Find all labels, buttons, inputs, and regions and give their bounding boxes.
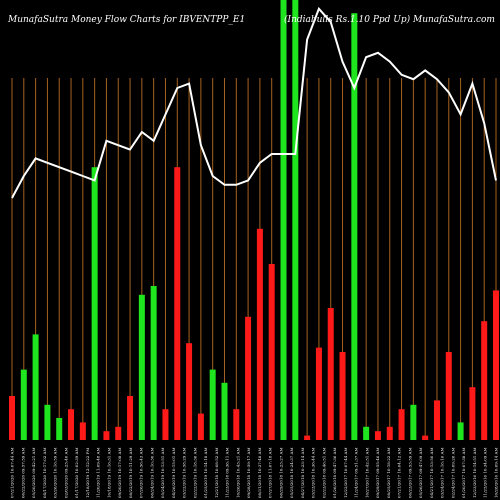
flow-bar — [221, 382, 228, 440]
flow-bar — [457, 422, 464, 440]
x-tick-label: 09/20/2019 10:17:08 AM — [117, 447, 122, 498]
x-tick-label: 07/21/2017 10:04:12 AM — [397, 447, 402, 498]
flow-bar — [327, 308, 334, 440]
flow-bar — [398, 409, 405, 440]
flow-bar — [445, 352, 452, 440]
x-tick-label: 10/28/2016 10:09:14 AM — [494, 447, 499, 498]
x-tick-label: 01/25/2019 10:14:18 AM — [203, 447, 208, 498]
x-tick-label: 12/23/2016 10:14:51 AM — [472, 447, 477, 498]
x-tick-label: 04/21/2017 10:13:50 AM — [429, 447, 434, 498]
x-tick-label: 12/21/2018 10:08:52 AM — [214, 447, 219, 498]
flow-bar — [68, 409, 75, 440]
flow-bar — [174, 167, 181, 440]
flow-bar — [127, 396, 134, 440]
chart-subtitle: (Indiabulls Rs.1.10 Ppd Up) MunafaSutra.… — [284, 14, 495, 25]
x-tick-label: 10/18/2019 10:16:31 AM — [106, 447, 111, 498]
x-tick-label: 10/26/2018 10:43:21 AM — [235, 447, 240, 498]
x-tick-label: 01/17/2020 10:02:39 AM — [74, 447, 79, 498]
money-flow-line — [11, 6, 497, 199]
flow-bar — [79, 422, 86, 440]
chart-title: MunafaSutra Money Flow Charts for IBVENT… — [7, 15, 245, 25]
flow-bar — [115, 426, 122, 440]
flow-bar — [197, 413, 204, 440]
flow-bar — [280, 0, 287, 440]
x-tick-label: 07/21/2020 10:07:44 AM — [10, 447, 15, 498]
x-tick-label: 09/29/2017 09:55:46 AM — [375, 447, 380, 498]
x-tick-label: 05/20/2020 09:42:21 AM — [31, 447, 36, 498]
x-tick-label: 08/22/2019 10:11:29 AM — [128, 447, 133, 498]
flow-bar — [363, 426, 370, 440]
flow-bar — [138, 294, 145, 440]
x-tick-label: 05/24/2019 10:13:51 AM — [160, 447, 165, 498]
flow-bar — [32, 334, 39, 440]
flow-bar — [268, 264, 275, 440]
x-tick-label: 06/22/2020 09:57:59 AM — [20, 447, 25, 498]
flow-bar — [91, 167, 98, 440]
x-tick-label: 05/26/2017 09:47:09 AM — [418, 447, 423, 498]
x-tick-label: 04/17/2020 10:17:02 AM — [42, 447, 47, 498]
flow-bar — [44, 404, 51, 440]
x-tick-label: 10/27/2017 10:42:51 AM — [364, 447, 369, 498]
x-tick-labels: 07/21/2020 10:07:44 AM 06/22/2020 09:57:5… — [10, 447, 499, 498]
flow-bar — [422, 435, 429, 440]
flow-bar — [304, 435, 311, 440]
x-tick-label: 09/28/2018 10:59:17 AM — [246, 447, 251, 498]
x-tick-label: 07/26/2019 10:56:43 AM — [139, 447, 144, 498]
flow-bar — [150, 286, 157, 440]
x-tick-label: 06/29/2018 10:23:27 AM — [278, 447, 283, 498]
x-tick-label: 02/24/2017 10:09:26 AM — [451, 447, 456, 498]
x-tick-label: 07/27/2018 11:07:18 AM — [268, 447, 273, 498]
flow-bar — [410, 404, 417, 440]
flow-bar — [245, 316, 252, 440]
x-tick-label: 06/24/2019 10:10:30 AM — [149, 447, 154, 498]
flow-bar — [256, 228, 263, 440]
x-tick-label: 05/25/2018 10:24:37 AM — [289, 447, 294, 498]
x-tick-label: 01/26/2018 09:47:36 AM — [332, 447, 337, 498]
x-tick-label: 04/27/2018 10:23:14 AM — [300, 447, 305, 498]
flow-bar — [103, 431, 110, 440]
flow-bar — [9, 396, 15, 440]
flow-bar — [351, 13, 358, 440]
flow-bar — [315, 347, 322, 440]
x-tick-label: 08/25/2017 10:18:22 AM — [386, 447, 391, 498]
flow-bar — [433, 400, 440, 440]
flow-bar — [339, 352, 346, 440]
flow-bar — [374, 431, 381, 440]
flow-bar — [162, 409, 169, 440]
x-tick-label: 03/22/2019 10:58:29 AM — [182, 447, 187, 498]
flow-bar — [493, 290, 499, 440]
flow-bar — [481, 321, 488, 440]
x-tick-label: 06/23/2017 09:53:59 AM — [408, 447, 413, 498]
x-tick-label: 03/23/2018 10:36:44 AM — [311, 447, 316, 498]
flow-bar — [469, 387, 476, 440]
flow-bar — [20, 369, 27, 440]
x-tick-label: 01/20/2017 10:07:38 AM — [461, 447, 466, 498]
bar-series — [9, 0, 499, 440]
flow-bar — [56, 418, 63, 440]
flow-bar — [386, 426, 393, 440]
x-tick-label: 03/26/2020 10:16:59 AM — [53, 447, 58, 498]
flow-bar — [292, 0, 299, 440]
x-tick-label: 02/03/2020 09:23:40 AM — [63, 447, 68, 498]
x-tick-label: 11/20/2019 11:09:48 AM — [96, 447, 101, 498]
flow-bar — [209, 369, 216, 440]
flow-bar — [233, 409, 240, 440]
flow-bar — [186, 343, 193, 440]
x-tick-label: 08/31/2018 10:37:48 AM — [257, 447, 262, 498]
x-tick-label: 04/26/2019 10:15:01 AM — [171, 447, 176, 498]
x-tick-label: 02/22/2019 10:18:36 AM — [192, 447, 197, 498]
x-tick-label: 11/23/2018 09:36:11 AM — [225, 447, 230, 498]
x-tick-label: 12/22/2017 10:07:44 AM — [343, 447, 348, 498]
x-tick-label: 03/24/2017 10:16:16 AM — [440, 447, 445, 498]
x-tick-label: 02/23/2018 09:46:51 AM — [321, 447, 326, 498]
x-tick-label: 11/25/2016 10:34:09 AM — [483, 447, 488, 498]
x-tick-label: 12/18/2019 12:12:22 PM — [85, 448, 90, 498]
x-tick-label: 11/24/2017 09:51:37 AM — [354, 447, 359, 498]
